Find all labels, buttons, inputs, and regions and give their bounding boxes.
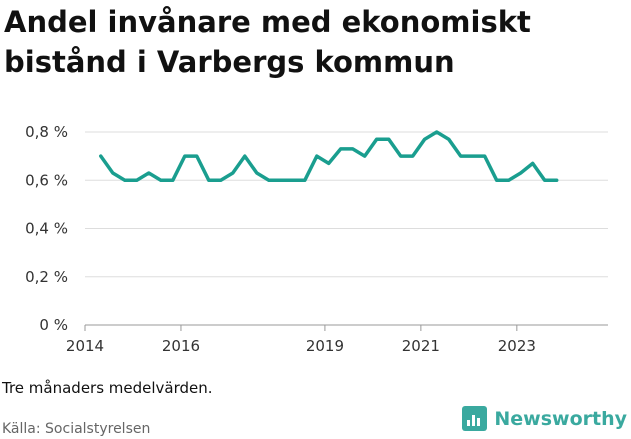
y-tick-label: 0 % xyxy=(39,316,68,334)
brand-name: Newsworthy xyxy=(494,407,627,430)
y-tick-label: 0,8 % xyxy=(25,123,68,141)
x-tick-label: 2014 xyxy=(66,337,104,355)
y-tick-label: 0,4 % xyxy=(25,220,68,238)
bar-chart-icon xyxy=(462,406,488,431)
chart-title: Andel invånare med ekonomiskt bistånd i … xyxy=(4,5,531,79)
x-tick-label: 2023 xyxy=(498,337,536,355)
series-line xyxy=(99,130,559,183)
chart-note: Tre månaders medelvärden. xyxy=(2,379,213,397)
y-tick-label: 0,2 % xyxy=(25,268,68,286)
source-credit: Källa: Socialstyrelsen xyxy=(2,421,151,437)
x-tick-label: 2016 xyxy=(162,337,200,355)
x-tick-label: 2019 xyxy=(306,337,344,355)
line-chart: 0 % 0,2 % 0,4 % 0,6 % 0,8 % 2014 2016 2019 2021 2… xyxy=(25,123,608,355)
brand-logo: Newsworthy xyxy=(462,406,627,431)
y-tick-label: 0,6 % xyxy=(25,171,68,189)
x-tick-label: 2021 xyxy=(402,337,440,355)
